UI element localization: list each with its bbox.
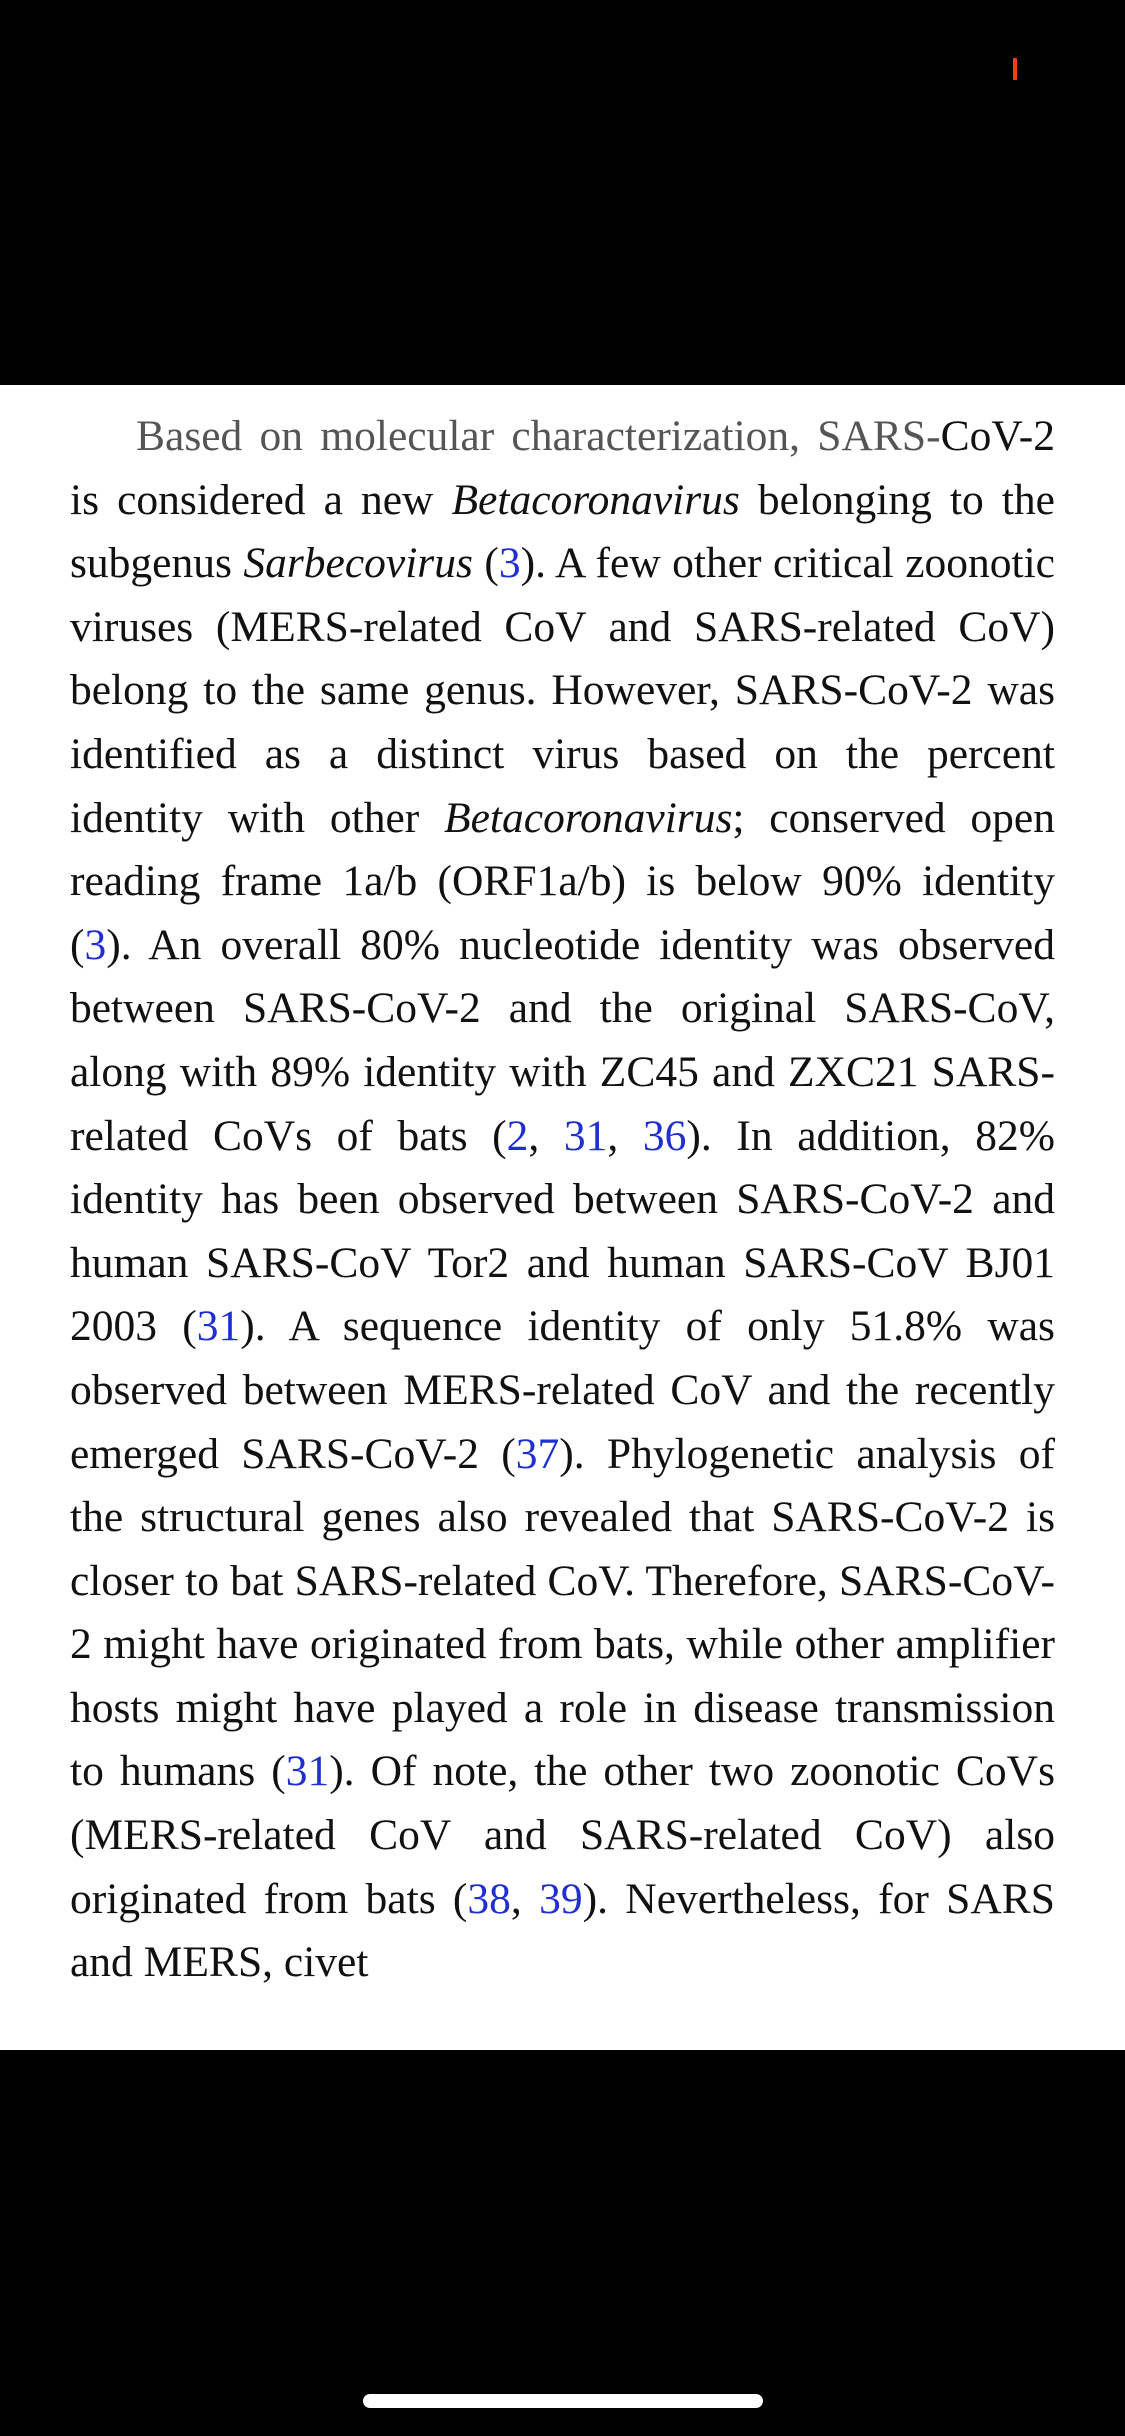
faded-text-line: Based on molecular characterization, SAR… bbox=[136, 412, 941, 460]
italic-term: Betacoronavirus bbox=[444, 793, 733, 842]
text-run: ). An overall 80% nucleotide identity wa… bbox=[70, 920, 1055, 1160]
text-run: ). Phylogenetic analysis of the structur… bbox=[70, 1429, 1055, 1796]
article-page[interactable]: Based on molecular characterization, SAR… bbox=[0, 385, 1125, 2050]
home-indicator[interactable] bbox=[363, 2394, 763, 2408]
citation-link[interactable]: 3 bbox=[84, 920, 107, 969]
italic-term: Betacoronavirus bbox=[451, 475, 740, 524]
citation-link[interactable]: 36 bbox=[642, 1111, 687, 1160]
citation-link[interactable]: 37 bbox=[515, 1429, 560, 1478]
italic-term: Sarbecovirus bbox=[243, 539, 473, 588]
article-paragraph: Based on molecular characterization, SAR… bbox=[70, 405, 1055, 1995]
text-run: , bbox=[607, 1111, 643, 1160]
text-run: , bbox=[510, 1874, 540, 1923]
citation-link[interactable]: 39 bbox=[539, 1874, 583, 1923]
citation-link[interactable]: 2 bbox=[506, 1111, 529, 1160]
citation-link[interactable]: 38 bbox=[467, 1874, 511, 1923]
top-black-area bbox=[0, 0, 1125, 385]
citation-link[interactable]: 31 bbox=[563, 1111, 608, 1160]
previous-line-fragment bbox=[70, 385, 470, 389]
text-run: ). Nevertheless, for SARS and MERS, cive… bbox=[70, 1874, 1055, 1987]
text-run: ). A few other critical zoonotic viruses… bbox=[70, 539, 1055, 842]
text-run: CoV-2 is considered a new bbox=[70, 412, 1055, 524]
citation-link[interactable]: 3 bbox=[498, 539, 521, 588]
text-run: ). Of note, the other two zoonotic CoVs … bbox=[70, 1747, 1055, 1923]
citation-link[interactable]: 31 bbox=[196, 1302, 241, 1351]
text-run: ( bbox=[472, 539, 499, 588]
text-run: , bbox=[528, 1111, 564, 1160]
bottom-black-area bbox=[0, 2050, 1125, 2436]
status-indicator-mark bbox=[1013, 58, 1017, 80]
text-run: ). A sequence identity of only 51.8% was… bbox=[70, 1302, 1055, 1478]
text-run: belonging to the subgenus bbox=[70, 475, 1055, 588]
text-run: ; conserved open reading frame 1a/b (ORF… bbox=[70, 793, 1055, 969]
text-run: ). In addition, 82% identity has been ob… bbox=[70, 1111, 1055, 1351]
citation-link[interactable]: 31 bbox=[285, 1747, 330, 1796]
